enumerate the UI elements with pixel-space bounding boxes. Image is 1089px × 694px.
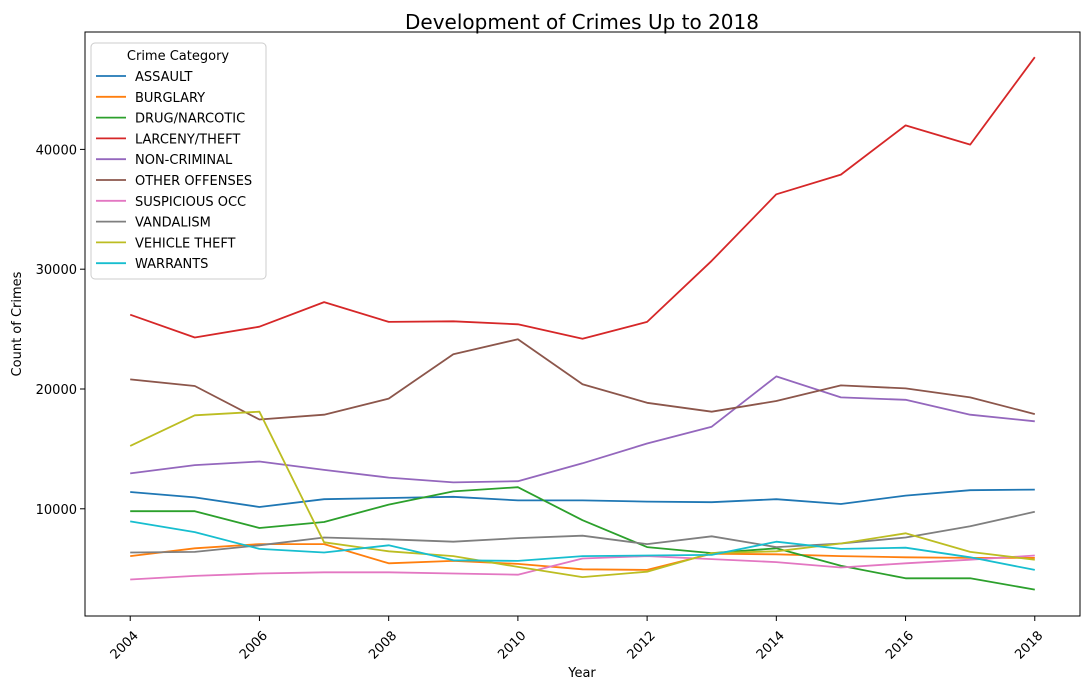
series-line-larceny-theft [129, 56, 1036, 340]
legend-label-non-criminal: NON-CRIMINAL [135, 153, 233, 168]
series-line-burglary [130, 543, 1035, 571]
legend-label-vandalism: VANDALISM [135, 216, 211, 231]
legend-label-vehicle-theft: VEHICLE THEFT [135, 236, 236, 251]
legend: Crime Category ASSAULT BURGLARY DRUG/NARCO… [90, 42, 267, 280]
legend-label-other-offenses: OTHER OFFENSES [135, 174, 252, 189]
series-line-suspicious-occ [130, 554, 1035, 581]
y-axis-label: Count of Crimes [10, 271, 25, 376]
series-line-drug-narcotic [130, 486, 1035, 591]
legend-label-warrants: WARRANTS [135, 257, 208, 272]
y-tick-label: 10000 [36, 503, 77, 518]
y-tick-label: 40000 [36, 143, 77, 158]
legend-title: Crime Category [127, 49, 230, 64]
series-line-warrants [130, 520, 1035, 571]
y-axis: 10000 20000 30000 40000 [36, 143, 85, 518]
series-layer [129, 56, 1036, 591]
legend-items: ASSAULT BURGLARY DRUG/NARCOTIC LARCENY/THEF… [96, 70, 252, 272]
y-tick-label: 30000 [36, 263, 77, 278]
plot-area [84, 31, 1081, 617]
legend-label-suspicious-occ: SUSPICIOUS OCC [135, 195, 246, 210]
chart-title: Development of Crimes Up to 2018 [405, 10, 759, 34]
series-line-other-offenses [130, 338, 1036, 421]
series-line-non-criminal [130, 375, 1035, 484]
legend-label-assault: ASSAULT [135, 70, 192, 85]
legend-label-drug-narcotic: DRUG/NARCOTIC [135, 112, 245, 127]
series-line-assault [130, 488, 1035, 508]
y-tick-label: 20000 [36, 383, 77, 398]
legend-box [90, 42, 267, 280]
x-axis-label: Year [567, 666, 596, 681]
series-line-vehicle-theft [129, 410, 1035, 578]
legend-label-larceny-theft: LARCENY/THEFT [135, 132, 240, 147]
legend-label-burglary: BURGLARY [135, 91, 205, 106]
series-line-vandalism [130, 510, 1035, 554]
